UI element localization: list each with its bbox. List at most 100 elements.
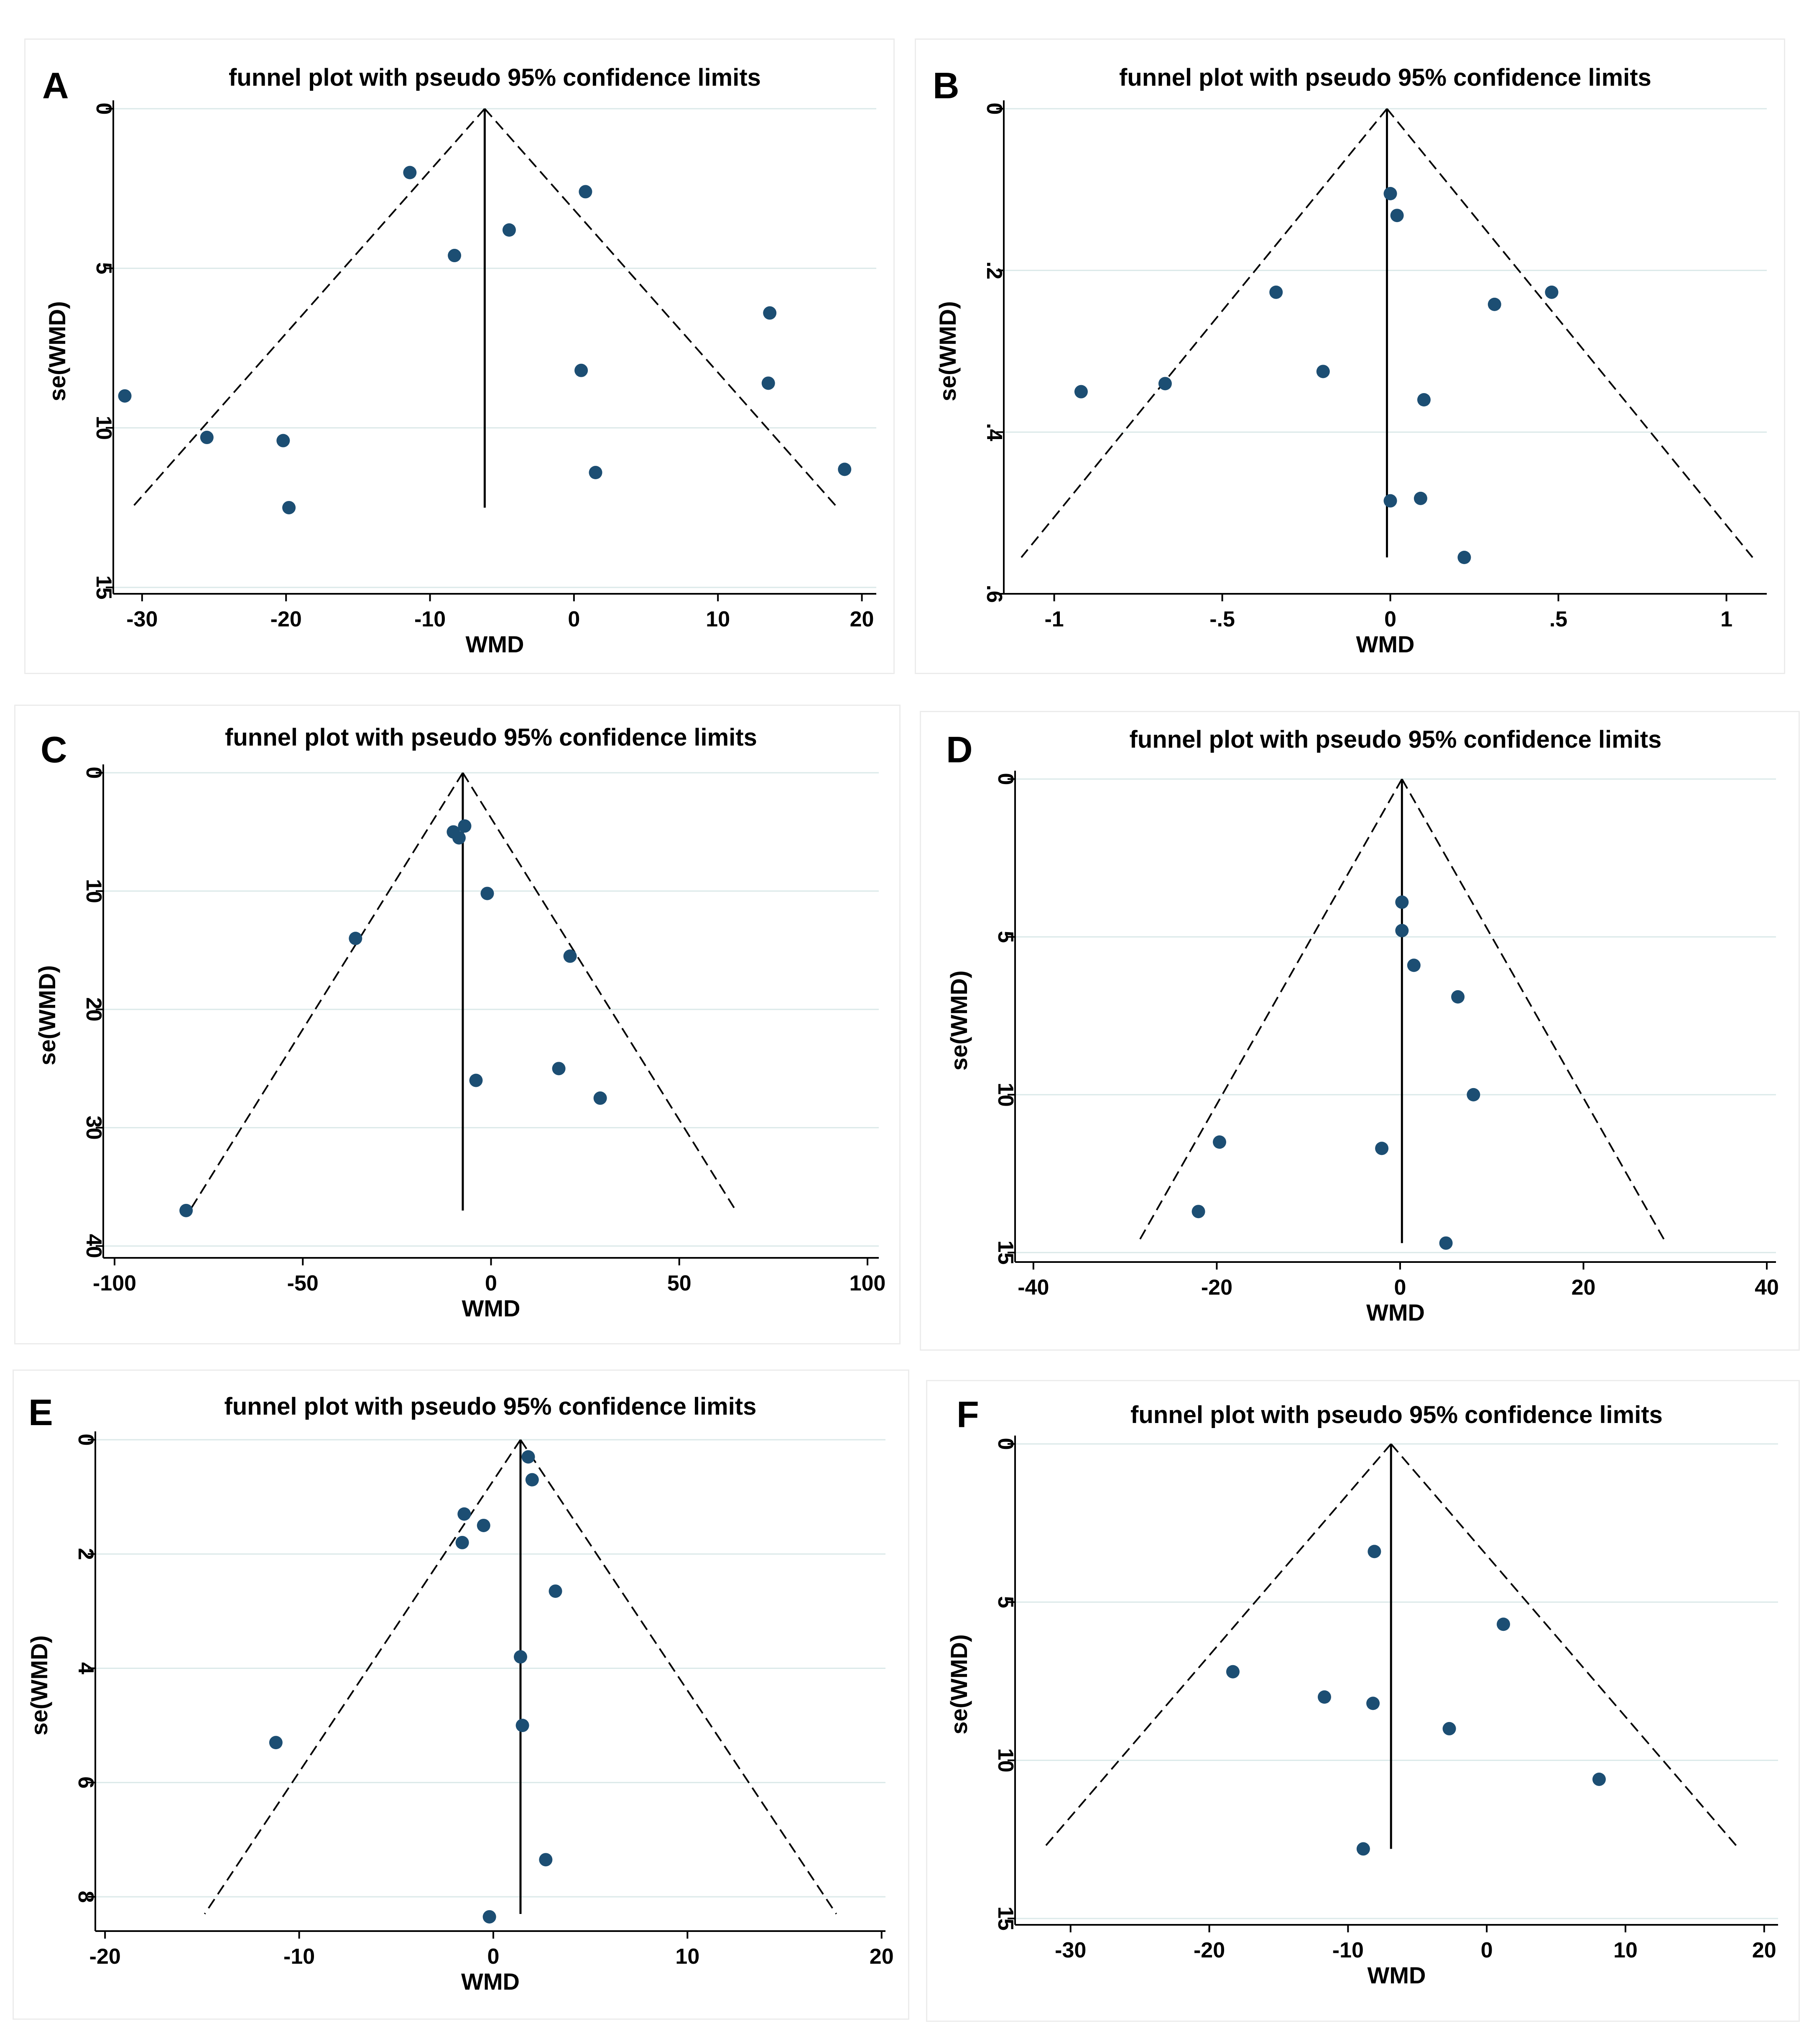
study-point <box>1592 1772 1606 1786</box>
x-tick-label: -20 <box>270 607 302 631</box>
ci-limit-right <box>520 1439 837 1915</box>
study-point <box>477 1518 490 1532</box>
x-tick-label: 100 <box>850 1271 886 1295</box>
panel-label: E <box>28 1392 53 1433</box>
panel-label: F <box>957 1394 979 1435</box>
study-point <box>539 1853 553 1867</box>
study-point <box>1366 1697 1380 1710</box>
study-point <box>1375 1142 1389 1155</box>
funnel-plot-e: -20 -10 0 10 20 0 2 4 6 8 E funnel plot with pseudo… <box>26 1392 894 1995</box>
y-tick-label: .2 <box>982 261 1006 279</box>
y-tick-label: .6 <box>982 585 1006 603</box>
panel-label: C <box>41 729 67 770</box>
study-point <box>1488 297 1501 311</box>
y-axis-label: se(WMD) <box>946 971 972 1071</box>
y-tick-label: 30 <box>82 1116 106 1140</box>
chart-title: funnel plot with pseudo 95% confidence l… <box>225 1393 757 1420</box>
study-point <box>1457 551 1471 564</box>
x-tick-label: 1 <box>1720 607 1732 631</box>
y-tick-label: 15 <box>993 1240 1018 1265</box>
funnel-plot-a: -30 -20 -10 0 10 20 0 5 10 15 A funnel plot with ps… <box>42 64 876 657</box>
study-point <box>1407 958 1421 972</box>
study-point <box>1368 1545 1381 1559</box>
x-tick-label: .5 <box>1549 607 1567 631</box>
y-tick-label: 10 <box>82 879 106 903</box>
study-point <box>525 1473 539 1487</box>
x-tick-label: 40 <box>1755 1275 1779 1300</box>
study-point <box>1439 1236 1453 1250</box>
ci-limit-right <box>1386 108 1753 558</box>
ci-limit-left <box>131 108 485 508</box>
study-point <box>349 932 362 945</box>
study-point <box>452 831 466 845</box>
y-tick-label: 10 <box>993 1748 1018 1773</box>
study-point <box>282 501 296 514</box>
study-point <box>579 185 592 199</box>
x-tick-label: 10 <box>706 607 730 631</box>
chart-title: funnel plot with pseudo 95% confidence l… <box>1130 1401 1663 1428</box>
study-point <box>549 1584 562 1598</box>
x-axis-label: WMD <box>1356 631 1415 657</box>
study-point <box>502 223 516 237</box>
panel-label: B <box>933 65 959 106</box>
study-point <box>574 363 588 377</box>
x-tick-label: 0 <box>1394 1275 1406 1300</box>
study-point <box>593 1091 607 1105</box>
y-tick-label: 10 <box>993 1083 1018 1107</box>
x-tick-label: 20 <box>1752 1938 1776 1962</box>
study-point <box>458 819 472 833</box>
y-axis-label: se(WMD) <box>44 301 70 401</box>
study-point <box>455 1536 469 1549</box>
chart-title: funnel plot with pseudo 95% confidence l… <box>229 64 761 91</box>
study-point <box>1451 990 1465 1004</box>
study-point <box>1074 385 1088 399</box>
x-axis-label: WMD <box>1368 1962 1426 1988</box>
x-tick-label: -10 <box>283 1944 315 1969</box>
y-tick-label: 15 <box>92 575 116 600</box>
x-tick-label: -20 <box>89 1944 121 1969</box>
ci-limit-right <box>484 108 838 508</box>
ci-limit-left <box>189 772 464 1211</box>
x-tick-label: -100 <box>93 1271 136 1295</box>
study-point <box>403 166 417 179</box>
y-tick-label: 10 <box>92 416 116 440</box>
study-point <box>276 434 290 447</box>
y-tick-label: 6 <box>74 1776 98 1788</box>
chart-title: funnel plot with pseudo 95% confidence l… <box>1130 726 1662 753</box>
ci-limit-left <box>1021 108 1388 558</box>
y-tick-label: 8 <box>74 1891 98 1903</box>
ci-limit-left <box>204 1439 521 1915</box>
x-tick-label: -30 <box>1055 1938 1086 1962</box>
study-point <box>763 306 777 320</box>
study-point <box>1269 285 1283 299</box>
x-tick-label: 0 <box>485 1271 497 1295</box>
x-tick-label: -.5 <box>1209 607 1235 631</box>
x-tick-label: -50 <box>287 1271 319 1295</box>
x-tick-label: 10 <box>675 1944 699 1969</box>
x-tick-label: 20 <box>850 607 874 631</box>
x-tick-label: 50 <box>667 1271 691 1295</box>
study-point <box>1316 365 1330 378</box>
study-point <box>521 1450 535 1464</box>
study-point <box>1497 1617 1510 1631</box>
study-point <box>1356 1842 1370 1856</box>
x-axis-label: WMD <box>461 1968 520 1995</box>
x-tick-label: -20 <box>1201 1275 1232 1300</box>
study-point <box>1414 491 1427 505</box>
study-point <box>552 1062 566 1076</box>
y-tick-label: 15 <box>993 1906 1018 1931</box>
funnel-plot-c: -100 -50 0 50 100 0 10 20 30 40 C funnel plot with … <box>34 724 886 1321</box>
x-tick-label: -20 <box>1194 1938 1225 1962</box>
y-tick-label: 5 <box>92 262 116 274</box>
y-tick-label: 0 <box>74 1434 98 1446</box>
x-tick-label: 0 <box>1384 607 1396 631</box>
study-point <box>515 1719 529 1732</box>
study-point <box>1212 1135 1226 1149</box>
y-tick-label: 20 <box>82 997 106 1022</box>
study-point <box>269 1736 283 1750</box>
y-tick-label: 40 <box>82 1234 106 1258</box>
ci-limit-right <box>1390 1443 1740 1850</box>
